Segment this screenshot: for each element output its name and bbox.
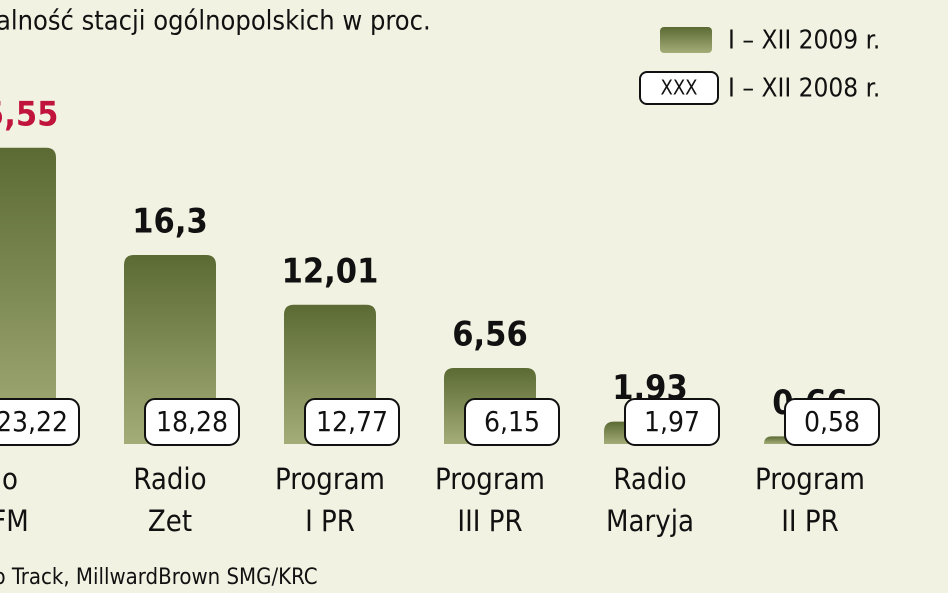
legend-label: I – XII 2009 r. [728,26,880,56]
prev-year-label: 0,58 [804,405,860,438]
prev-year-label: 23,22 [0,405,68,438]
prev-year-label: 18,28 [156,405,228,438]
prev-year-box [144,398,240,446]
value-label: 12,01 [282,251,379,291]
value-label: 6,56 [452,314,527,354]
source: io Track, MillwardBrown SMG/KRC [0,565,318,590]
x-tick-label: Program [275,462,385,496]
x-tick-label: I PR [305,504,355,538]
x-tick-label: Radio [133,462,206,496]
bar [124,255,216,444]
x-tick-label: Radio [613,462,686,496]
value-label: 25,55 [0,94,58,134]
prev-year-box [624,398,720,446]
prev-year-box [0,398,80,446]
legend-label: I – XII 2008 r. [728,74,880,104]
x-tick-label: Zet [148,504,192,538]
bar [0,147,56,444]
value-label: 16,3 [132,202,207,242]
x-tick-label: o [2,462,18,496]
prev-year-box [304,398,400,446]
x-tick-label: Program [755,462,865,496]
prev-year-box [464,398,560,446]
legend-swatch [660,27,712,53]
chart-title: alność stacji ogólnopolskich w proc. [0,6,431,37]
prev-year-label: 12,77 [316,405,388,438]
x-tick-label: II PR [781,504,839,538]
prev-year-box [784,398,880,446]
prev-year-label: 1,97 [644,405,700,438]
prev-year-label: 6,15 [484,405,540,438]
legend-box-text: XXX [661,76,698,100]
x-tick-label: FM [0,504,29,538]
x-tick-label: III PR [457,504,522,538]
legend-box [639,71,719,105]
x-tick-label: Maryja [606,504,694,538]
x-tick-label: Program [435,462,545,496]
